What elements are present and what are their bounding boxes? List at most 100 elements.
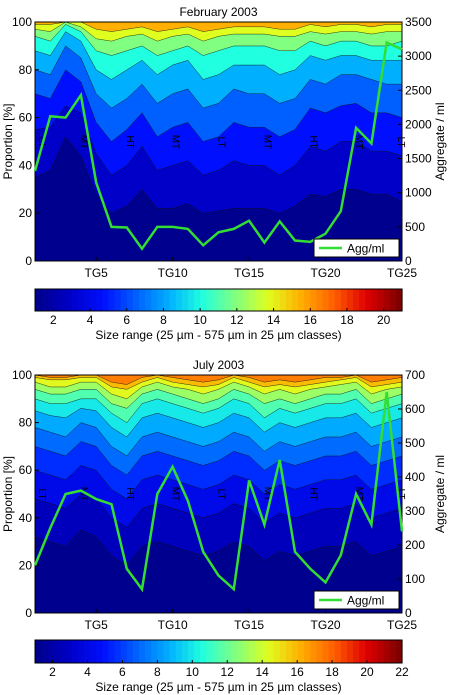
y-tick-label: 60 bbox=[19, 111, 33, 125]
chart-1: February 2003020406080100050010001500200… bbox=[1, 5, 447, 342]
colorbar-tick-label: 10 bbox=[186, 665, 200, 679]
colorbar-segment bbox=[298, 289, 305, 311]
colorbar-segment bbox=[346, 640, 354, 663]
plot-frame bbox=[34, 21, 403, 262]
colorbar-segment bbox=[291, 289, 299, 311]
tide-label: HT bbox=[307, 135, 318, 148]
colorbar-segment bbox=[41, 289, 48, 311]
colorbar-segment bbox=[181, 289, 189, 311]
tide-label: LT bbox=[36, 137, 47, 148]
colorbar-segment bbox=[267, 640, 275, 663]
y-tick-label: 40 bbox=[19, 511, 33, 525]
colorbar-segment bbox=[71, 289, 79, 311]
colorbar-segment bbox=[187, 640, 195, 663]
colorbar-segment bbox=[389, 289, 397, 311]
y2-tick-label: 300 bbox=[405, 504, 425, 518]
tide-label: MT bbox=[353, 487, 364, 501]
x-tick-label: TG10 bbox=[158, 618, 188, 632]
colorbar-segment bbox=[353, 640, 360, 663]
y-tick-label: 100 bbox=[12, 15, 32, 29]
colorbar-segment bbox=[377, 289, 385, 311]
x-tick-label: TG20 bbox=[311, 266, 341, 280]
y2-tick-label: 0 bbox=[405, 254, 412, 268]
y-tick-label: 20 bbox=[19, 206, 33, 220]
y-tick-label: 100 bbox=[12, 368, 32, 382]
colorbar-segment bbox=[395, 640, 403, 663]
colorbar-segment bbox=[273, 289, 281, 311]
colorbar-segment bbox=[163, 640, 171, 663]
x-tick-label: TG15 bbox=[234, 266, 264, 280]
tide-label: HT bbox=[124, 135, 135, 148]
colorbar-segment bbox=[151, 289, 158, 311]
colorbar-segment bbox=[236, 640, 244, 663]
colorbar-segment bbox=[120, 289, 128, 311]
colorbar-segment bbox=[310, 640, 317, 663]
legend-label: Agg/ml bbox=[347, 242, 384, 256]
colorbar-segment bbox=[206, 289, 213, 311]
y2-axis-label: Aggregate / ml bbox=[433, 102, 447, 180]
colorbar-segment bbox=[224, 289, 232, 311]
colorbar-segment bbox=[35, 640, 42, 663]
colorbar-tick-label: 16 bbox=[290, 665, 304, 679]
colorbar-tick-label: 8 bbox=[154, 665, 161, 679]
colorbar-segment bbox=[53, 289, 61, 311]
colorbar-segment bbox=[59, 640, 67, 663]
colorbar-tick-label: 12 bbox=[221, 665, 235, 679]
colorbar-segment bbox=[279, 289, 287, 311]
colorbar-segment bbox=[340, 289, 348, 311]
colorbar-segment bbox=[249, 289, 256, 311]
colorbar-segment bbox=[249, 640, 256, 663]
colorbar-segment bbox=[371, 289, 379, 311]
colorbar-segment bbox=[389, 640, 397, 663]
colorbar-segment bbox=[279, 640, 287, 663]
tide-label: LT bbox=[36, 489, 47, 500]
y-axis-label: Proportion [%] bbox=[1, 103, 15, 179]
y2-tick-label: 600 bbox=[405, 402, 425, 416]
colorbar-segment bbox=[322, 289, 330, 311]
colorbar-segment bbox=[194, 289, 201, 311]
colorbar-segment bbox=[285, 289, 293, 311]
colorbar-segment bbox=[267, 289, 275, 311]
y2-tick-label: 2500 bbox=[405, 83, 432, 97]
colorbar-segment bbox=[102, 640, 109, 663]
colorbar-segment bbox=[353, 289, 360, 311]
y-tick-label: 80 bbox=[19, 416, 33, 430]
legend-label: Agg/ml bbox=[347, 594, 384, 608]
colorbar-segment bbox=[346, 289, 354, 311]
colorbar-tick-label: 6 bbox=[123, 313, 130, 327]
colorbar-segment bbox=[212, 289, 220, 311]
colorbar-segment bbox=[47, 289, 54, 311]
colorbar-segment bbox=[340, 640, 348, 663]
y-tick-label: 60 bbox=[19, 463, 33, 477]
colorbar-segment bbox=[395, 289, 403, 311]
colorbar-segment bbox=[187, 289, 195, 311]
colorbar-segment bbox=[145, 640, 152, 663]
colorbar-tick-label: 16 bbox=[304, 313, 318, 327]
colorbar-segment bbox=[175, 640, 183, 663]
colorbar-segment bbox=[126, 640, 134, 663]
colorbar-segment bbox=[145, 289, 152, 311]
x-tick-label: TG25 bbox=[387, 618, 417, 632]
y2-tick-label: 2000 bbox=[405, 117, 432, 131]
y-axis-label: Proportion [%] bbox=[1, 456, 15, 532]
colorbar-segment bbox=[138, 289, 146, 311]
y2-tick-label: 700 bbox=[405, 368, 425, 382]
colorbar-segment bbox=[255, 289, 262, 311]
colorbar-segment bbox=[157, 289, 165, 311]
colorbar-segment bbox=[102, 289, 109, 311]
tide-label: MT bbox=[261, 487, 272, 501]
colorbar-segment bbox=[377, 640, 385, 663]
colorbar-segment bbox=[304, 640, 311, 663]
y2-axis-label: Aggregate / ml bbox=[433, 455, 447, 533]
colorbar-segment bbox=[77, 640, 85, 663]
colorbar-segment bbox=[328, 640, 336, 663]
y2-tick-label: 200 bbox=[405, 538, 425, 552]
colorbar-segment bbox=[365, 289, 373, 311]
tide-label: LT bbox=[395, 489, 406, 500]
colorbar-segment bbox=[96, 640, 103, 663]
colorbar-segment bbox=[200, 289, 207, 311]
colorbar-segment bbox=[194, 640, 201, 663]
colorbar-segment bbox=[169, 640, 177, 663]
colorbar-segment bbox=[83, 289, 91, 311]
colorbar-segment bbox=[310, 289, 317, 311]
